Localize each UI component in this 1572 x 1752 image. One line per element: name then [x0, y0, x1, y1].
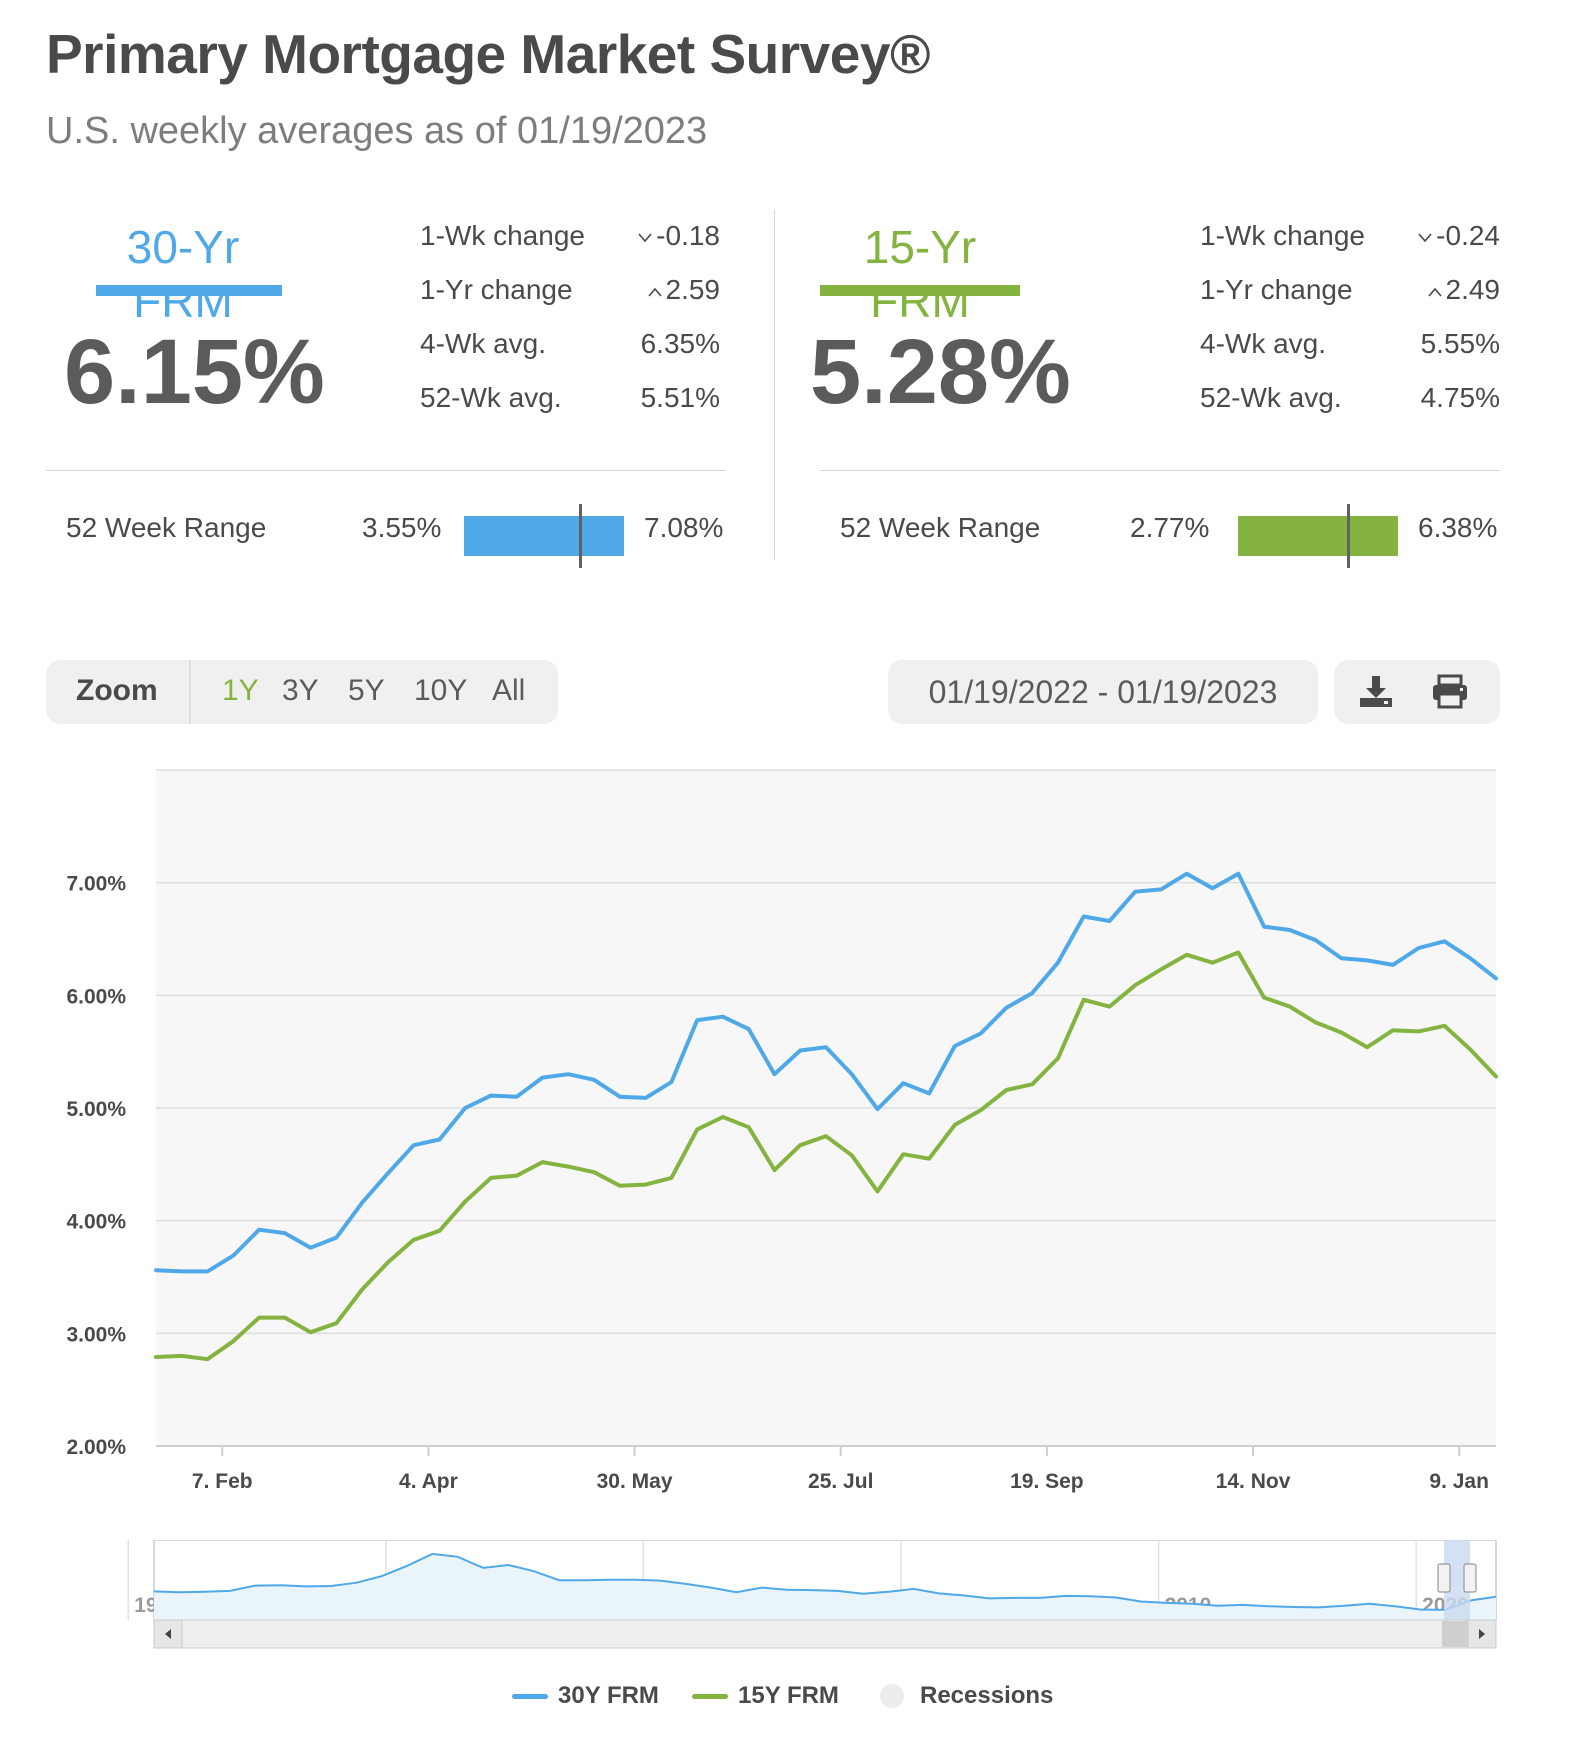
frm30-stats: 1-Wk change -0.18 1-Yr change 2.59 4-Wk … — [420, 214, 720, 430]
navigator-handle-left[interactable] — [1437, 1563, 1451, 1593]
x-tick-label: 19. Sep — [1010, 1470, 1084, 1493]
stat-label: 1-Wk change — [420, 220, 585, 251]
stat-value: 5.55% — [1420, 328, 1500, 359]
frm30-range-label: 52 Week Range — [66, 512, 267, 543]
stat-value: 5.51% — [640, 382, 720, 413]
stat-value: 6.35% — [640, 328, 720, 359]
x-tick-label: 14. Nov — [1216, 1470, 1291, 1493]
stat-value: -0.18 — [638, 220, 720, 252]
y-tick-label: 2.00% — [66, 1436, 126, 1459]
x-tick-label: 30. May — [597, 1470, 673, 1493]
frm30-stat-1wk: 1-Wk change -0.18 — [420, 214, 720, 268]
stat-label: 52-Wk avg. — [1200, 382, 1342, 413]
frm15-stat-52wk: 52-Wk avg. 4.75% — [1200, 376, 1500, 430]
chevron-up-icon — [647, 287, 662, 297]
navigator-scrollbar-thumb[interactable] — [1442, 1621, 1468, 1647]
printer-icon[interactable] — [1430, 674, 1470, 710]
x-tick-label: 25. Jul — [808, 1470, 873, 1493]
legend-recessions-label: Recessions — [920, 1682, 1054, 1709]
date-range-input[interactable]: 01/19/2022 - 01/19/2023 — [888, 660, 1318, 724]
stat-label: 1-Yr change — [1200, 274, 1353, 305]
frm30-range-marker — [579, 504, 583, 568]
stat-label: 1-Yr change — [420, 274, 573, 305]
frm15-stat-4wk: 4-Wk avg. 5.55% — [1200, 322, 1500, 376]
frm15-range-label: 52 Week Range — [840, 512, 1041, 543]
stat-value: 4.75% — [1420, 382, 1500, 413]
chart-tools — [1334, 660, 1500, 724]
series-15y-line — [154, 950, 1498, 1362]
page-subtitle: U.S. weekly averages as of 01/19/2023 — [46, 110, 708, 152]
zoom-bar: Zoom 1Y 3Y 5Y 10Y All — [46, 660, 558, 724]
frm30-rate: 6.15% — [64, 321, 325, 423]
navigator-scrollbar-track[interactable] — [153, 1619, 1497, 1649]
chevron-down-icon — [1418, 233, 1432, 243]
range-navigator[interactable]: 197019801990200020102020 — [0, 1540, 1572, 1660]
panel-divider — [774, 210, 775, 560]
legend-recessions[interactable]: Recessions — [880, 1682, 1053, 1710]
frm15-stat-1wk: 1-Wk change -0.24 — [1200, 214, 1500, 268]
frm15-title-underline — [820, 285, 1020, 296]
stat-value: 2.49 — [1427, 274, 1500, 306]
page-title: Primary Mortgage Market Survey® — [46, 23, 930, 85]
navigator-line — [153, 1552, 1497, 1611]
frm15-stat-1yr: 1-Yr change 2.49 — [1200, 268, 1500, 322]
frm30-stat-4wk: 4-Wk avg. 6.35% — [420, 322, 720, 376]
stat-label: 52-Wk avg. — [420, 382, 562, 413]
x-tick-label: 7. Feb — [192, 1470, 253, 1493]
y-tick-label: 5.00% — [66, 1098, 126, 1121]
legend-30y[interactable]: 30Y FRM — [512, 1682, 659, 1710]
rate-line-chart: 2.00% 3.00% 4.00% 5.00% 6.00% 7.00% 7. Feb 4. … — [66, 769, 1498, 1493]
legend-recessions-swatch — [880, 1684, 904, 1708]
frm15-range-bar — [1238, 504, 1398, 568]
zoom-10y-button[interactable]: 10Y — [414, 674, 468, 707]
y-tick-label: 4.00% — [66, 1211, 126, 1234]
legend-30y-label: 30Y FRM — [558, 1682, 659, 1709]
zoom-label: Zoom — [76, 674, 158, 707]
frm15-range-low: 2.77% — [1130, 512, 1210, 543]
legend-15y[interactable]: 15Y FRM — [692, 1682, 839, 1710]
y-tick-label: 6.00% — [66, 985, 126, 1008]
x-tick-label: 9. Jan — [1429, 1470, 1489, 1493]
frm15-rate: 5.28% — [810, 321, 1071, 423]
frm15-range-marker — [1346, 504, 1350, 568]
frm30-panel: 30-Yr FRM 6.15% 1-Wk change -0.18 1-Yr c… — [46, 200, 726, 568]
chevron-up-icon — [1427, 287, 1442, 297]
divider — [820, 470, 1500, 471]
stat-label: 1-Wk change — [1200, 220, 1365, 251]
frm30-title: 30-Yr FRM — [126, 221, 240, 327]
series-30y-line — [154, 871, 1498, 1274]
chart-legend: 30Y FRM 15Y FRM Recessions — [0, 1682, 1572, 1722]
zoom-1y-button[interactable]: 1Y — [222, 674, 259, 707]
legend-15y-label: 15Y FRM — [738, 1682, 839, 1709]
frm30-range-bar — [464, 504, 624, 568]
x-tick-label: 4. Apr — [399, 1470, 458, 1493]
zoom-5y-button[interactable]: 5Y — [348, 674, 385, 707]
frm30-range-low: 3.55% — [362, 512, 442, 543]
chevron-down-icon — [638, 233, 652, 243]
legend-30y-swatch — [512, 1693, 548, 1699]
download-icon[interactable] — [1356, 674, 1396, 710]
frm15-panel: 15-Yr FRM 5.28% 1-Wk change -0.24 1-Yr c… — [810, 200, 1500, 568]
frm30-stat-52wk: 52-Wk avg. 5.51% — [420, 376, 720, 430]
zoom-all-button[interactable]: All — [492, 674, 526, 707]
frm30-range-high: 7.08% — [644, 512, 724, 543]
stat-label: 4-Wk avg. — [1200, 328, 1327, 359]
divider — [46, 470, 726, 471]
chevron-left-icon — [165, 1629, 171, 1639]
stat-label: 4-Wk avg. — [420, 328, 547, 359]
frm30-title-underline — [96, 285, 282, 296]
legend-15y-swatch — [692, 1693, 728, 1699]
frm30-stat-1yr: 1-Yr change 2.59 — [420, 268, 720, 322]
frm15-title: 15-Yr FRM — [863, 221, 977, 327]
frm15-range-high: 6.38% — [1418, 512, 1498, 543]
zoom-3y-button[interactable]: 3Y — [282, 674, 319, 707]
y-tick-label: 7.00% — [66, 873, 126, 896]
frm15-stats: 1-Wk change -0.24 1-Yr change 2.49 4-Wk … — [1200, 214, 1500, 430]
stat-value: 2.59 — [647, 274, 720, 306]
navigator-handle-right[interactable] — [1463, 1563, 1477, 1593]
divider — [189, 660, 191, 724]
stat-value: -0.24 — [1418, 220, 1500, 252]
y-tick-label: 3.00% — [66, 1323, 126, 1346]
chevron-right-icon — [1479, 1629, 1485, 1639]
